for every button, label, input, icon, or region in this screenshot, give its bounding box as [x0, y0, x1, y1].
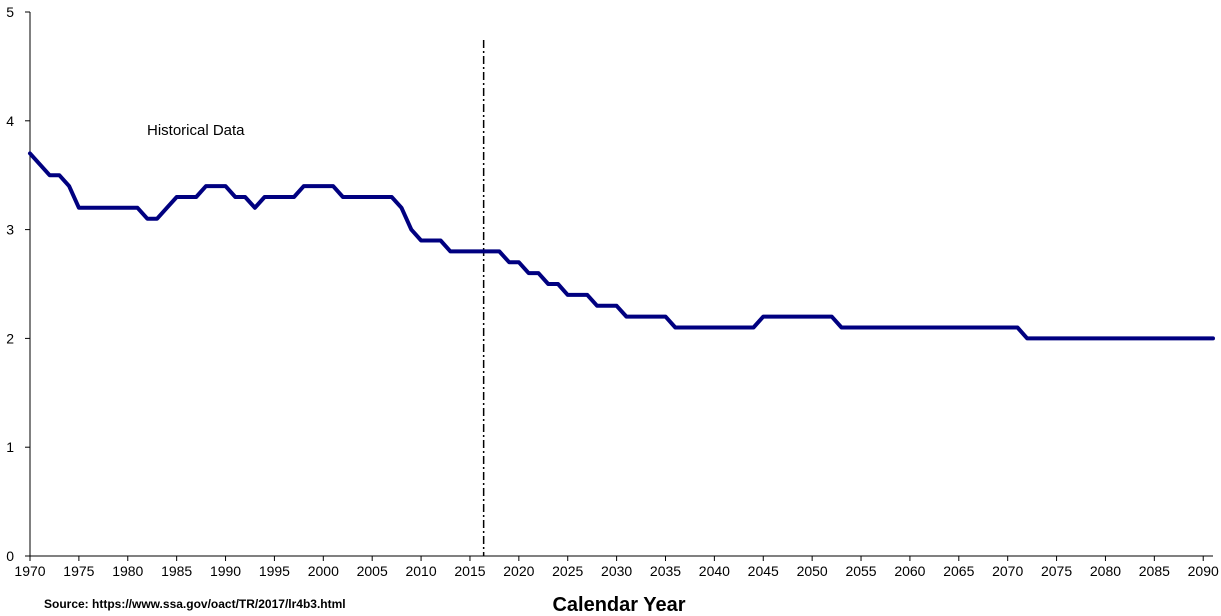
source-note: Source: https://www.ssa.gov/oact/TR/2017… [44, 597, 346, 611]
x-tick-label: 2075 [1041, 563, 1072, 579]
x-tick-label: 1995 [259, 563, 290, 579]
x-tick-label: 1990 [210, 563, 241, 579]
x-tick-label: 2040 [699, 563, 730, 579]
x-tick-label: 2050 [797, 563, 828, 579]
x-tick-label: 2060 [894, 563, 925, 579]
x-ticks: 1970 1975 1980 1985 1990 1995 2000 2005 2010 2015… [14, 556, 1219, 579]
x-tick-label: 2090 [1188, 563, 1219, 579]
x-axis-title: Calendar Year [552, 594, 685, 616]
historical-data-annotation: Historical Data [147, 122, 245, 139]
y-ticks: 0 1 2 3 4 5 [6, 4, 30, 564]
x-tick-label: 2080 [1090, 563, 1121, 579]
x-tick-label: 2065 [943, 563, 974, 579]
x-tick-label: 1985 [161, 563, 192, 579]
x-tick-label: 1980 [112, 563, 143, 579]
x-tick-label: 2010 [405, 563, 436, 579]
y-tick-label: 2 [6, 330, 14, 346]
x-tick-label: 2005 [357, 563, 388, 579]
x-tick-label: 2015 [454, 563, 485, 579]
x-tick-label: 1970 [14, 563, 45, 579]
x-tick-label: 2070 [992, 563, 1023, 579]
series-line [28, 151, 1215, 341]
x-tick-label: 2045 [748, 563, 779, 579]
x-tick-label: 2035 [650, 563, 681, 579]
x-tick-label: 2085 [1139, 563, 1170, 579]
y-tick-label: 3 [6, 222, 14, 238]
x-tick-label: 2055 [845, 563, 876, 579]
y-tick-label: 4 [6, 113, 14, 129]
y-tick-label: 0 [6, 548, 14, 564]
x-tick-label: 2000 [308, 563, 339, 579]
x-tick-label: 2030 [601, 563, 632, 579]
x-tick-label: 2025 [552, 563, 583, 579]
x-tick-label: 2020 [503, 563, 534, 579]
y-tick-label: 5 [6, 4, 14, 20]
x-tick-label: 1975 [63, 563, 94, 579]
y-tick-label: 1 [6, 439, 14, 455]
